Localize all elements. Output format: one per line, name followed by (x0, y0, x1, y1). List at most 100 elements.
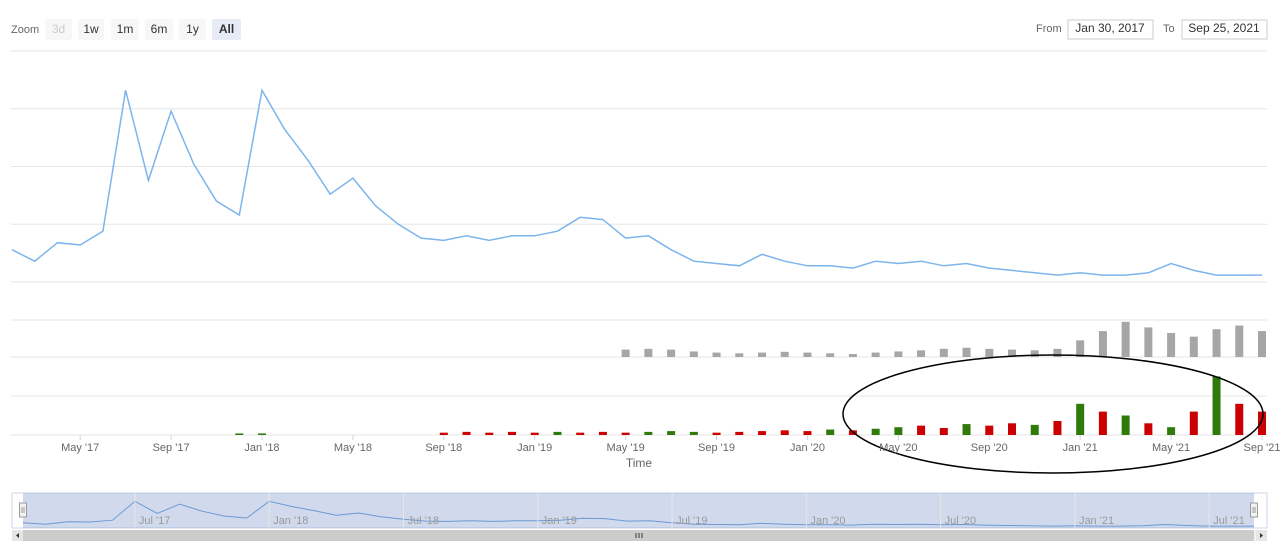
scrollbar-grip (635, 533, 643, 538)
navigator-tick-label: Jul '17 (139, 515, 170, 527)
bar (712, 352, 721, 357)
x-tick-label: May '18 (334, 442, 372, 454)
bar (735, 431, 744, 435)
x-tick-label: May '21 (1152, 442, 1190, 454)
to-input[interactable] (1181, 19, 1268, 40)
bar (462, 431, 471, 435)
bar (689, 431, 698, 435)
zoom-button[interactable] (212, 19, 241, 40)
x-axis-title: Time (626, 456, 653, 470)
x-tick-label: Jan '20 (790, 442, 825, 454)
bar (1030, 424, 1039, 435)
x-tick-label: May '17 (61, 442, 99, 454)
bar (621, 349, 630, 357)
navigator-tick-label: Jul '18 (407, 515, 438, 527)
navigator-handle[interactable] (19, 502, 27, 518)
zoom-button[interactable] (111, 19, 139, 40)
navigator-line (22, 500, 1254, 527)
navigator-tick-label: Jul '21 (1213, 515, 1244, 527)
bar (1212, 329, 1221, 357)
zoom-button[interactable] (145, 19, 173, 40)
bar (917, 425, 926, 435)
bar (644, 431, 653, 435)
bar (576, 432, 585, 435)
bar (939, 427, 948, 435)
bar (1076, 340, 1085, 357)
zoom-button[interactable] (179, 19, 206, 40)
zoom-button[interactable] (78, 19, 104, 40)
navigator-tick-label: Jan '18 (273, 515, 308, 527)
bar (1144, 327, 1153, 357)
bar (1167, 427, 1176, 435)
bar (962, 424, 971, 435)
navigator-mask (23, 493, 1254, 528)
bar (712, 432, 721, 435)
zoom-button-label[interactable]: All (219, 22, 234, 36)
x-tick-label: Sep '19 (698, 442, 735, 454)
bar (1053, 348, 1062, 357)
bar (667, 431, 676, 435)
navigator-tick-label: Jan '19 (542, 515, 577, 527)
navigator-tick-label: Jul '20 (945, 515, 976, 527)
bar (985, 348, 994, 357)
bar (439, 432, 448, 435)
bar (667, 349, 676, 357)
bar (1258, 331, 1266, 357)
bar (780, 430, 789, 435)
x-tick-label: Sep '18 (425, 442, 462, 454)
zoom-button (45, 19, 72, 40)
bar (1144, 423, 1153, 435)
x-tick-label: May '20 (879, 442, 917, 454)
bar (848, 354, 857, 357)
bar (1053, 420, 1062, 435)
bar (1098, 331, 1107, 357)
to-value[interactable]: Sep 25, 2021 (1188, 21, 1260, 35)
zoom-button-label[interactable]: 1y (186, 22, 199, 36)
bar (871, 352, 880, 357)
x-tick-label: May '19 (607, 442, 645, 454)
navigator-handle[interactable] (1250, 502, 1258, 518)
navigator-tick-label: Jan '20 (810, 515, 845, 527)
bar (1235, 325, 1244, 357)
arrow-right (1260, 533, 1263, 538)
bar (758, 431, 766, 435)
bar (826, 429, 835, 435)
bar (1258, 411, 1266, 435)
to-label: To (1163, 23, 1175, 35)
bar (530, 432, 539, 435)
x-tick-label: Jan '18 (244, 442, 279, 454)
x-tick-label: Sep '21 (1244, 442, 1280, 454)
navigator-tick-label: Jan '21 (1079, 515, 1114, 527)
bar (894, 427, 903, 435)
bar (235, 433, 244, 435)
x-tick-label: Jan '19 (517, 442, 552, 454)
x-tick-label: Sep '20 (971, 442, 1008, 454)
bar (1189, 336, 1198, 357)
zoom-label: Zoom (11, 24, 39, 36)
bar (598, 431, 607, 435)
bar (803, 352, 812, 357)
zoom-button-label: 3d (52, 22, 65, 36)
from-value[interactable]: Jan 30, 2017 (1075, 21, 1145, 35)
from-input[interactable] (1067, 19, 1154, 40)
bar (689, 351, 698, 357)
zoom-button-label[interactable]: 1m (117, 22, 134, 36)
bar (644, 348, 653, 357)
bar (939, 348, 948, 357)
bar (485, 432, 494, 435)
bar (1212, 376, 1221, 435)
annotation-ellipse (842, 354, 1264, 474)
bar (871, 428, 880, 435)
bar (1167, 332, 1176, 357)
x-tick-label: Jan '21 (1063, 442, 1098, 454)
from-label: From (1036, 23, 1062, 35)
bar (894, 351, 903, 357)
bar (1189, 411, 1198, 435)
x-tick-label: Sep '17 (153, 442, 190, 454)
zoom-button-label[interactable]: 6m (151, 22, 168, 36)
navigator (11, 492, 1268, 529)
bar (1008, 423, 1016, 435)
bar (1121, 321, 1130, 357)
zoom-button-label[interactable]: 1w (83, 22, 99, 36)
